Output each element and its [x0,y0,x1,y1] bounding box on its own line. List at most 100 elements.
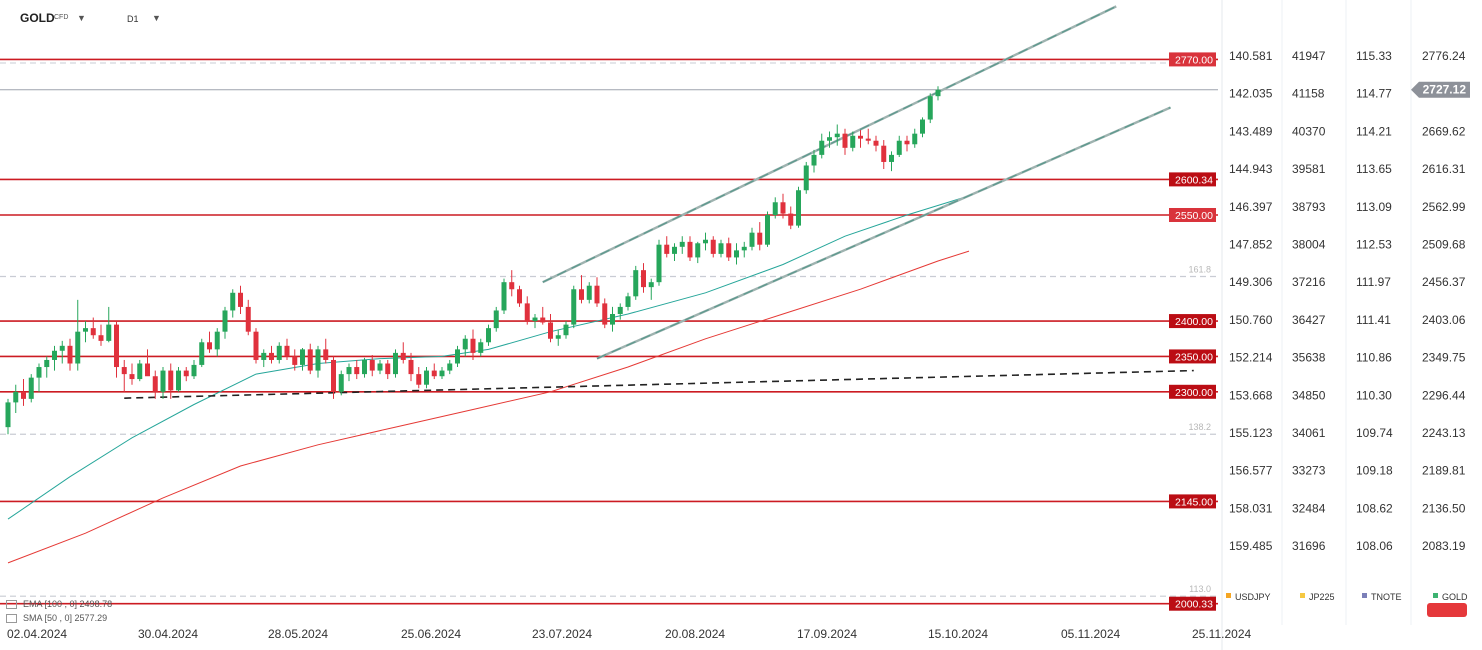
candle [98,324,104,346]
candle-body [129,374,135,380]
time-tick-label: 17.09.2024 [797,627,857,641]
candle [245,299,251,336]
timeframe-label[interactable]: D1 [127,14,139,24]
fib-level-label: 161.8 [1188,265,1211,275]
candle [548,313,553,343]
candle [183,367,189,382]
price-tick-label: 112.53 [1356,238,1392,252]
candle-body [571,289,577,325]
indicator-sma-value: 2577.29 [74,613,108,623]
moving-average-line [7,195,970,520]
candle-body [617,306,623,314]
candle-body [834,133,840,138]
price-tick-label: 114.21 [1356,124,1392,138]
candle-body [486,328,491,343]
time-tick-label: 30.04.2024 [138,627,198,641]
candle-body [269,352,274,360]
candle [827,131,832,148]
price-axis: 140.581 41947 115.33 2776.24 142.035 41158 114… [1221,0,1482,650]
chevron-down-icon[interactable]: ▼ [77,13,86,23]
price-tick-label: 113.09 [1356,200,1392,214]
candle [935,86,941,101]
indicator-settings-icon[interactable] [6,614,17,624]
candle-body [865,138,871,141]
candle-body [168,370,174,391]
candle [695,241,701,264]
price-tick-label: 2136.50 [1422,501,1466,515]
candle-body [920,119,925,134]
candle-body [21,391,26,399]
candle [780,193,786,219]
candle [145,349,150,377]
candle-body [540,317,546,323]
candle [431,363,437,380]
candle-body [648,282,654,288]
candle-body [121,367,127,375]
price-tick-label: 109.18 [1356,464,1393,478]
symbol-legend: USDJPY JP225 TNOTE GOLD [1226,592,1468,617]
trend-line [124,369,1194,399]
symbol-label[interactable]: GOLD [20,11,55,25]
candle [300,347,305,371]
candle-body [656,244,662,283]
candle [648,278,654,300]
candle-body [315,349,321,371]
level-tag-label: 2770.00 [1175,54,1213,66]
candle [834,124,840,146]
axis-background [1222,0,1482,650]
candle [160,367,166,399]
candle [788,206,794,230]
indicator-ema-label: EMA [100 , 0] [23,599,78,609]
price-tick-label: 2243.13 [1422,426,1466,440]
indicator-sma[interactable]: SMA [50 , 0] 2577.29 [6,613,108,624]
candle-body [935,89,941,97]
candle [400,342,406,364]
price-tick-label: 32484 [1292,501,1326,515]
fib-level-label: 113.0 [1189,584,1211,594]
candle-body [377,363,383,371]
candle-body [548,322,553,339]
candle [687,236,693,261]
candle [338,370,344,396]
candle [486,324,491,346]
candle [253,328,259,364]
candle [67,338,73,371]
candle [517,285,522,307]
candle [757,222,763,251]
channel-line-dash [596,106,1171,360]
candle [912,128,918,148]
candle-body [695,243,701,258]
candle [284,338,290,360]
level-tag-label: 2300.00 [1175,387,1213,399]
indicator-settings-icon[interactable] [6,600,17,610]
chevron-down-icon[interactable]: ▼ [152,13,161,23]
candle [602,298,608,329]
price-tick-label: 2456.37 [1422,275,1466,289]
indicator-ema[interactable]: EMA [100 , 0] 2498.78 [6,599,112,610]
candle [447,359,453,375]
candle [501,278,507,314]
candle-body [36,367,42,378]
price-tick-label: 2616.31 [1422,162,1466,176]
horizontal-levels [0,58,1218,605]
candle [114,321,119,378]
candle-body [524,303,530,322]
price-tick-label: 152.214 [1229,351,1273,365]
candle-body [424,370,429,385]
price-tick-label: 114.77 [1356,87,1392,101]
candle [509,270,515,297]
candle-body [106,324,112,341]
candle [362,357,367,378]
candle [493,306,499,332]
candle-body [191,364,197,377]
candle [641,263,646,293]
candle [842,128,848,155]
moving-average-line [7,250,970,564]
candle [323,338,329,364]
price-tick-label: 108.62 [1356,501,1393,515]
candle-body [90,328,96,336]
candle-body [927,96,933,120]
candle [207,331,212,353]
candle-body [431,370,437,377]
